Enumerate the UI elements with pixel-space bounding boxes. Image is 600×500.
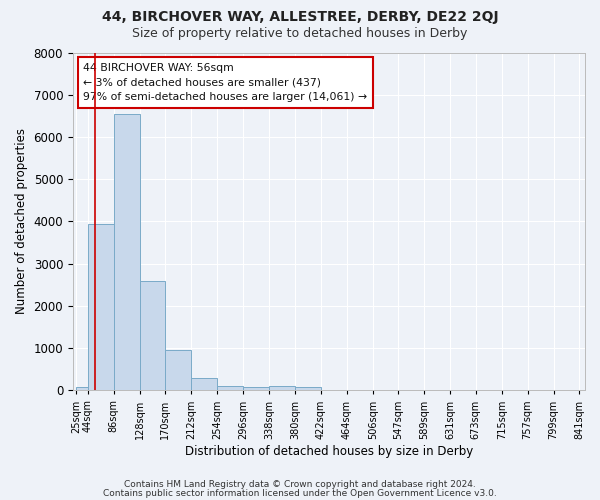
Bar (191, 378, 217, 390)
Bar (269, 386, 295, 390)
Bar (140, 280, 166, 390)
Text: Contains public sector information licensed under the Open Government Licence v3: Contains public sector information licen… (103, 488, 497, 498)
Bar (76, 387, 88, 390)
Bar (88, 224, 113, 390)
X-axis label: Distribution of detached houses by size in Derby: Distribution of detached houses by size … (185, 444, 473, 458)
Y-axis label: Number of detached properties: Number of detached properties (15, 128, 28, 314)
Bar (243, 386, 269, 390)
Text: Contains HM Land Registry data © Crown copyright and database right 2024.: Contains HM Land Registry data © Crown c… (124, 480, 476, 489)
Text: 44 BIRCHOVER WAY: 56sqm
← 3% of detached houses are smaller (437)
97% of semi-de: 44 BIRCHOVER WAY: 56sqm ← 3% of detached… (83, 62, 367, 102)
Bar (113, 114, 140, 390)
Bar (166, 350, 191, 391)
Bar (295, 387, 321, 390)
Text: Size of property relative to detached houses in Derby: Size of property relative to detached ho… (133, 28, 467, 40)
Text: 44, BIRCHOVER WAY, ALLESTREE, DERBY, DE22 2QJ: 44, BIRCHOVER WAY, ALLESTREE, DERBY, DE2… (101, 10, 499, 24)
Bar (217, 386, 243, 390)
